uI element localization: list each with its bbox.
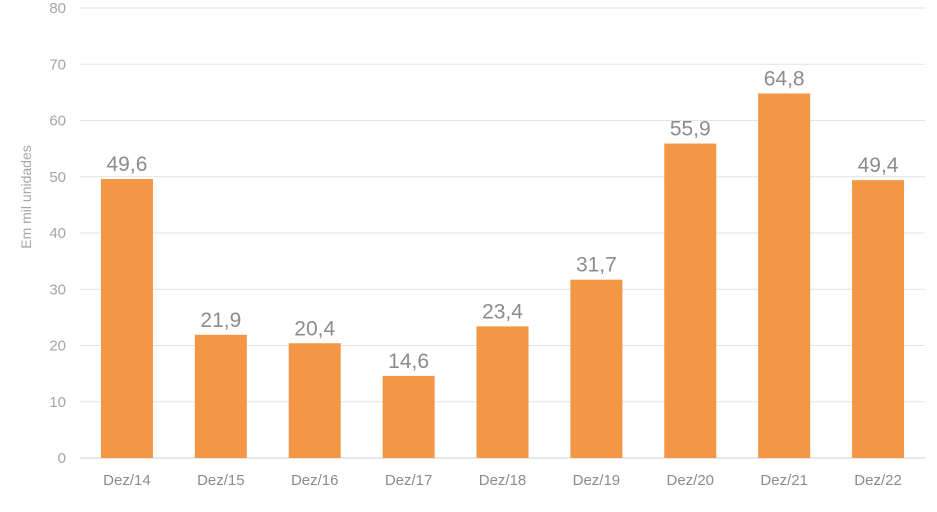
x-axis-ticks: Dez/14 Dez/15 Dez/16 Dez/17 Dez/18 Dez/19 Dez/… <box>103 472 902 489</box>
bar <box>664 143 717 458</box>
y-tick-label: 0 <box>58 450 66 467</box>
x-tick-label: Dez/17 <box>385 472 433 489</box>
bar <box>758 93 811 458</box>
data-label: 31,7 <box>576 254 617 277</box>
x-tick-label: Dez/22 <box>854 472 902 489</box>
bars <box>100 93 905 458</box>
y-tick-label: 10 <box>49 394 66 411</box>
x-tick-label: Dez/21 <box>760 472 808 489</box>
bar <box>194 334 247 458</box>
x-tick-label: Dez/19 <box>573 472 621 489</box>
x-tick-label: Dez/20 <box>667 472 715 489</box>
y-tick-label: 40 <box>49 225 66 242</box>
data-label: 64,8 <box>764 68 805 91</box>
data-label: 55,9 <box>670 118 711 141</box>
y-axis-title: Em mil unidades <box>18 145 34 249</box>
data-label: 20,4 <box>294 317 335 340</box>
data-label: 23,4 <box>482 300 523 323</box>
bar <box>476 326 529 458</box>
data-label: 21,9 <box>200 309 241 332</box>
data-labels: 49,6 21,9 20,4 14,6 23,4 31,7 55,9 64,8 49,4 <box>107 68 899 373</box>
x-tick-label: Dez/15 <box>197 472 245 489</box>
y-tick-label: 20 <box>49 338 66 355</box>
y-tick-label: 50 <box>49 169 66 186</box>
x-tick-label: Dez/18 <box>479 472 527 489</box>
bar <box>382 375 435 458</box>
y-tick-label: 60 <box>49 113 66 130</box>
x-tick-label: Dez/16 <box>291 472 339 489</box>
x-tick-label: Dez/14 <box>103 472 151 489</box>
y-tick-label: 70 <box>49 56 66 73</box>
y-tick-label: 80 <box>49 0 66 17</box>
bar <box>852 180 905 458</box>
bar <box>100 179 153 458</box>
bar <box>570 279 623 458</box>
bar <box>288 343 341 458</box>
y-axis-ticks: 0 10 20 30 40 50 60 70 80 <box>49 0 66 467</box>
data-label: 49,6 <box>107 153 148 176</box>
data-label: 14,6 <box>388 350 429 373</box>
y-tick-label: 30 <box>49 281 66 298</box>
data-label: 49,4 <box>858 154 899 177</box>
